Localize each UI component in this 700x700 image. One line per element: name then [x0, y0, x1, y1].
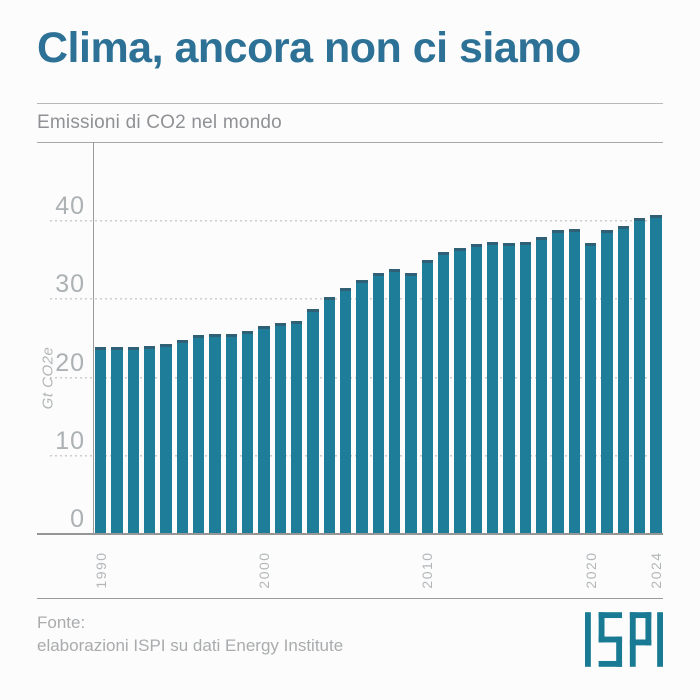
bar-1994 [160, 343, 172, 533]
logo-letter-i1 [585, 612, 591, 667]
x-tick-label-2020: 2020 [582, 551, 599, 589]
x-tick-label-2010: 2010 [419, 551, 436, 589]
bar-2018 [552, 230, 564, 533]
bar-1990 [95, 346, 107, 533]
y-tick-label-40: 40 [55, 192, 85, 221]
x-tick-label-2024: 2024 [648, 551, 665, 589]
co2-bar-chart: 0 10 20 30 40 Gt CO2e 1990 2000 2010 2020 2024 [0, 142, 700, 598]
bar-2013 [470, 244, 482, 533]
divider-subtitle [37, 142, 663, 143]
bar-2003 [307, 308, 319, 533]
source-label: Fonte: [37, 613, 86, 632]
bar-1995 [176, 339, 189, 533]
bar-2011 [437, 252, 450, 533]
y-axis-unit-label: Gt CO2e [39, 346, 57, 410]
chart-subtitle: Emissioni di CO2 nel mondo [37, 112, 282, 133]
bar-2009 [405, 273, 417, 533]
bar-1991 [111, 346, 123, 533]
bar-1996 [192, 335, 205, 533]
y-tick-label-10: 10 [55, 426, 85, 455]
y-tick-label-0: 0 [70, 505, 85, 533]
bar-1992 [127, 346, 140, 533]
y-tick-label-30: 30 [55, 270, 85, 299]
source-detail: elaborazioni ISPI su dati Energy Institu… [37, 636, 344, 655]
bar-2021 [601, 229, 613, 533]
bar-2017 [535, 236, 548, 533]
bar-2015 [503, 242, 515, 533]
bar-2006 [356, 280, 368, 533]
divider-footer [37, 598, 663, 599]
x-tick-label-1990: 1990 [92, 551, 109, 589]
bar-1993 [143, 346, 156, 533]
bar-1997 [209, 333, 221, 533]
bar-1999 [241, 331, 254, 533]
logo-letter-s [598, 612, 623, 619]
y-tick-label-20: 20 [55, 348, 85, 377]
bar-2024 [650, 214, 662, 533]
bar-2022 [617, 225, 629, 533]
bar-2012 [454, 248, 466, 533]
bar-2016 [519, 242, 531, 533]
bar-2004 [323, 296, 335, 533]
bar-2008 [388, 268, 401, 533]
bar-2020 [584, 242, 597, 533]
bar-2007 [372, 272, 384, 533]
x-axis-line [37, 533, 663, 535]
bar-series [95, 142, 662, 533]
source-note: Fonte: elaborazioni ISPI su dati Energy … [37, 611, 343, 657]
bar-2010 [421, 260, 433, 533]
bar-2005 [339, 288, 352, 533]
x-tick-label-2000: 2000 [256, 551, 273, 589]
gridline-40 [50, 220, 663, 223]
ispi-logo [585, 612, 663, 667]
bar-2000 [258, 325, 270, 533]
bar-2023 [633, 217, 646, 533]
logo-letter-i2 [657, 612, 663, 667]
page-title: Clima, ancora non ci siamo [37, 24, 581, 72]
bar-1998 [225, 333, 238, 533]
bar-2001 [274, 323, 286, 533]
divider-top [37, 103, 663, 104]
bar-2002 [290, 321, 303, 533]
bar-2019 [568, 228, 580, 533]
bar-2014 [486, 242, 499, 533]
y-axis-line [93, 142, 94, 533]
